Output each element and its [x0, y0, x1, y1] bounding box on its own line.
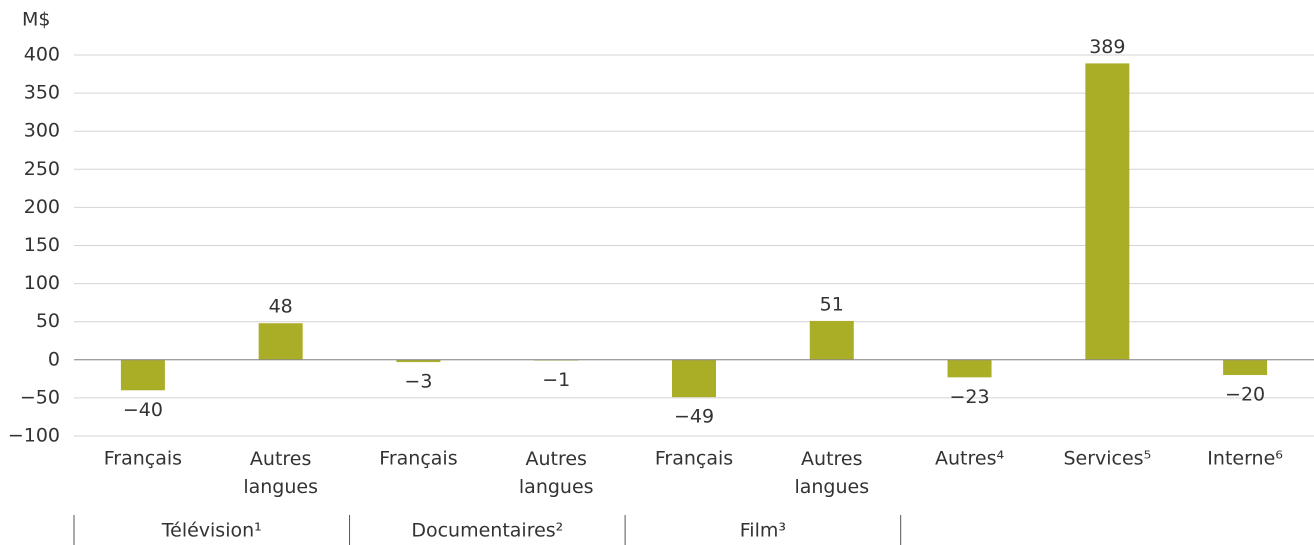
y-tick-label: 200: [24, 196, 60, 218]
bar: [809, 320, 854, 360]
y-tick-label: 250: [24, 158, 60, 180]
bar: [672, 359, 716, 398]
bar: [396, 359, 441, 363]
x-tick-label: Autres langues: [794, 448, 869, 498]
x-tick-label: Autres langues: [243, 448, 318, 498]
y-tick-label: 350: [24, 82, 60, 104]
group-label: Film³: [740, 520, 786, 542]
x-tick-label: Interne⁶: [1207, 448, 1283, 470]
value-label: 51: [820, 293, 844, 315]
x-tick-label: Autres⁴: [935, 448, 1004, 470]
value-label: 48: [269, 296, 293, 318]
value-label: −1: [542, 369, 570, 391]
y-tick-label: 300: [24, 120, 60, 142]
x-tick-label: Français: [104, 448, 182, 470]
y-tick-label: 400: [24, 44, 60, 66]
y-tick-label: 0: [48, 348, 60, 370]
value-label: −40: [123, 399, 163, 421]
bar: [120, 359, 165, 391]
bar: [947, 359, 992, 378]
x-tick-label: Français: [655, 448, 733, 470]
bar: [258, 323, 303, 360]
value-label: 389: [1089, 36, 1125, 58]
x-tick-label: Français: [379, 448, 457, 470]
bar: [1223, 359, 1268, 376]
y-axis-label: M$: [22, 9, 50, 31]
x-tick-label: Autres langues: [519, 448, 594, 498]
value-label: −20: [1225, 384, 1265, 406]
value-label: −49: [674, 406, 714, 428]
y-tick-label: 50: [36, 310, 60, 332]
group-label: Documentaires²: [411, 520, 563, 542]
y-tick-label: 100: [24, 272, 60, 294]
y-tick-label: 150: [24, 234, 60, 256]
value-label: −3: [404, 371, 432, 393]
value-label: −23: [950, 386, 990, 408]
y-tick-label: −50: [20, 386, 60, 408]
x-tick-label: Services⁵: [1063, 448, 1151, 470]
group-label: Télévision¹: [161, 520, 262, 542]
y-tick-label: −100: [8, 425, 60, 447]
bar: [1085, 63, 1130, 360]
